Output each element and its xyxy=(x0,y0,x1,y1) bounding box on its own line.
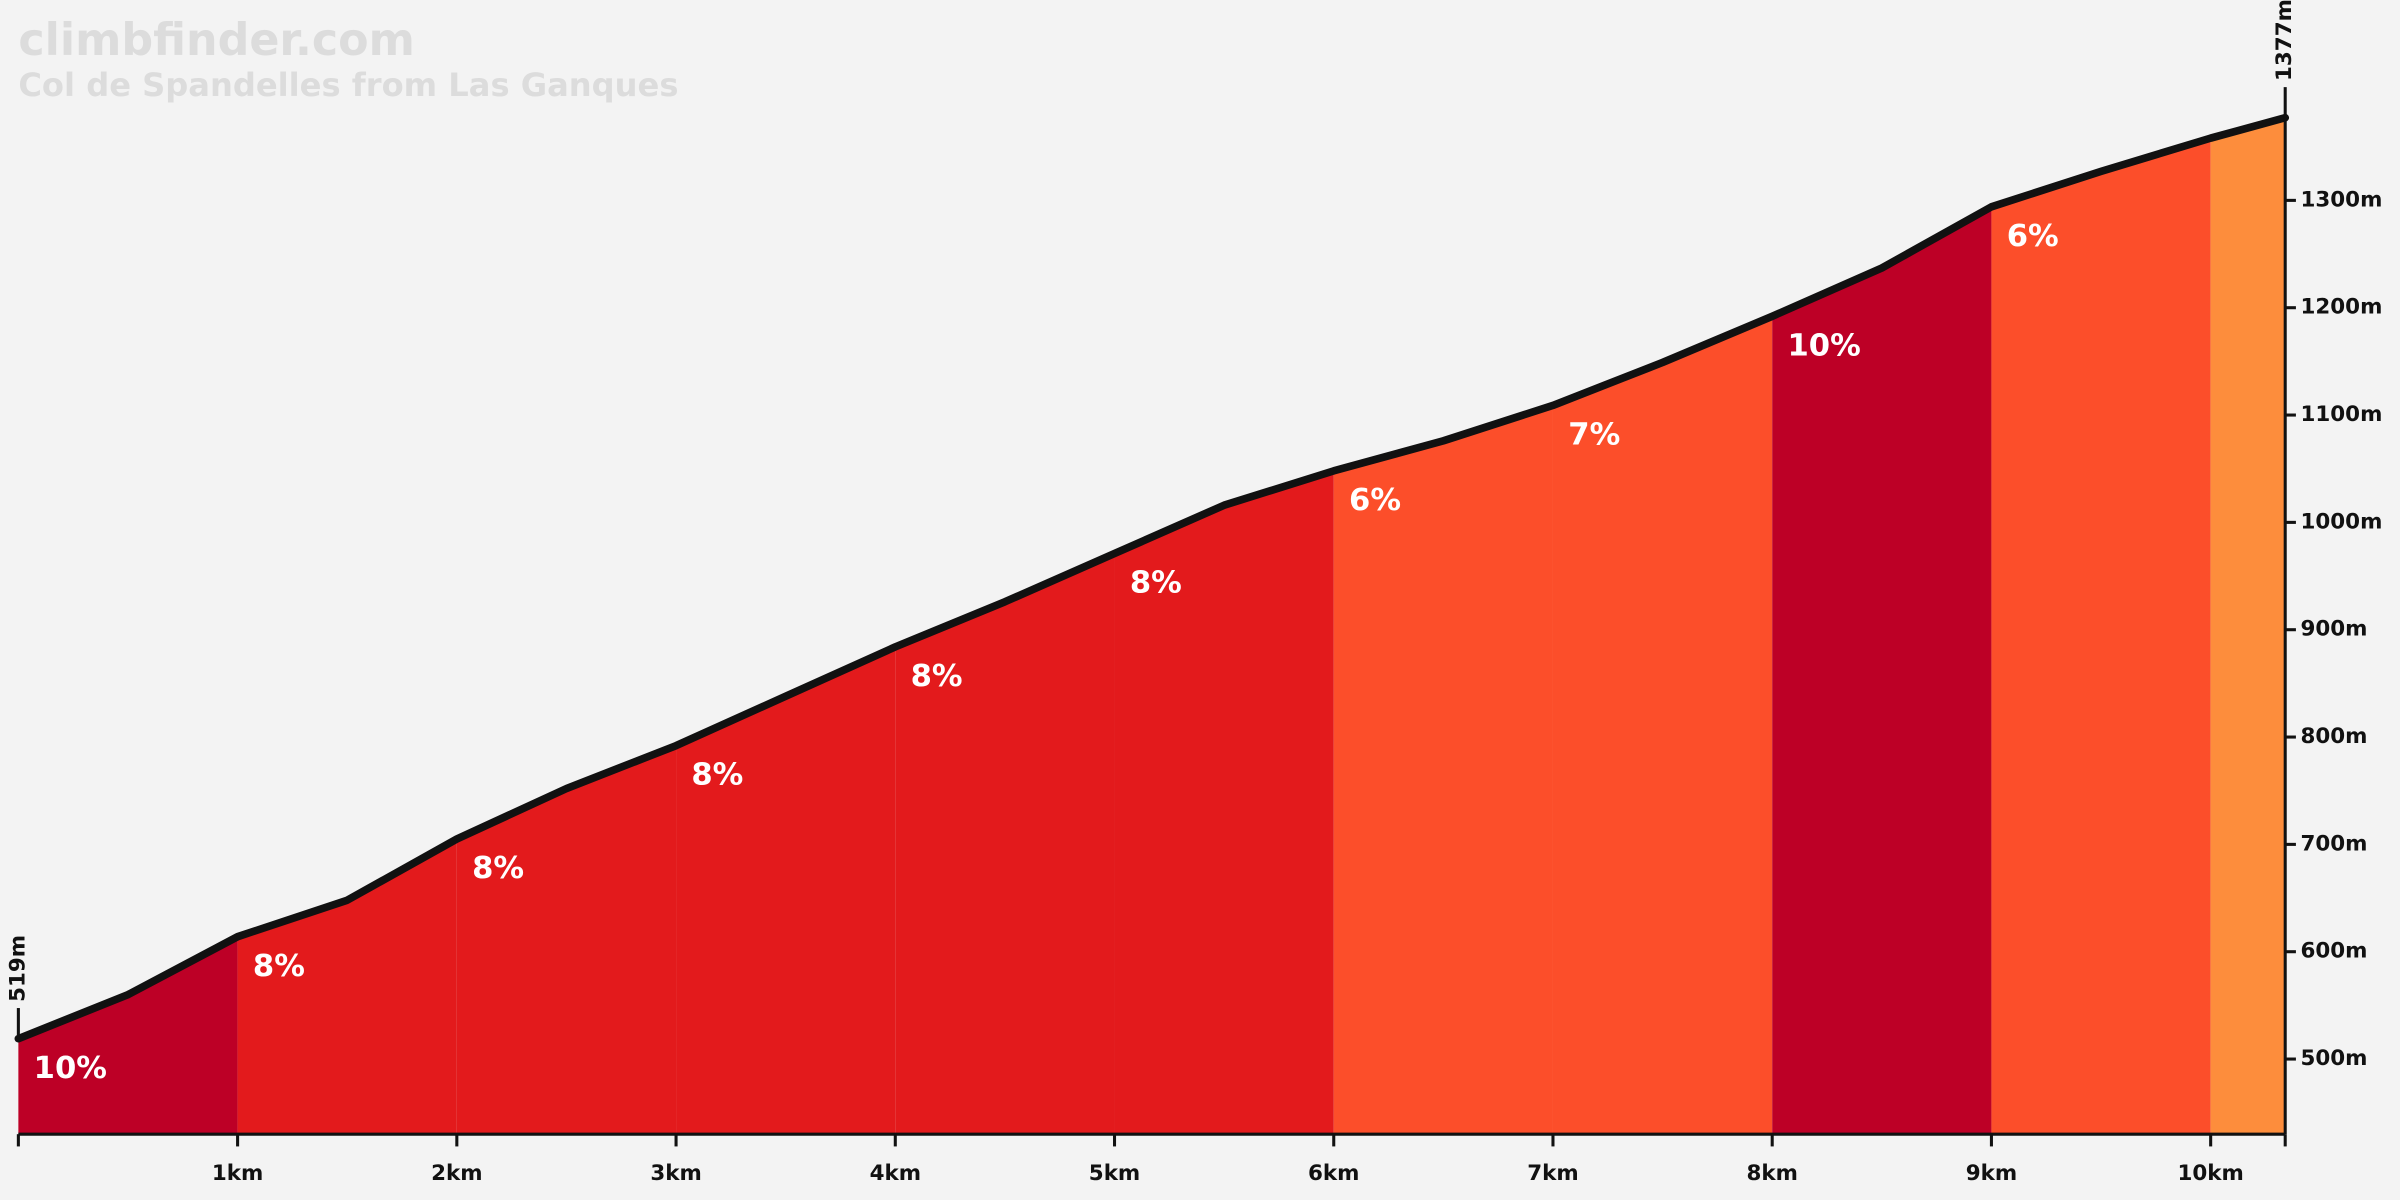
profile-line xyxy=(14,113,2290,1043)
grade-label: 7% xyxy=(1568,417,1620,452)
chart-subtitle: Col de Spandelles from Las Ganques xyxy=(18,66,678,104)
x-tick-label: 6km xyxy=(1308,1161,1359,1186)
y-tick-label: 900m xyxy=(2301,617,2368,642)
elevation-label: 1377m xyxy=(2272,0,2297,81)
x-tick-label: 5km xyxy=(1089,1161,1140,1186)
x-tick-label: 1km xyxy=(212,1161,263,1186)
y-tick-label: 1200m xyxy=(2301,295,2383,320)
x-tick-label: 7km xyxy=(1527,1161,1578,1186)
grade-label: 6% xyxy=(1349,483,1401,518)
y-tick-label: 700m xyxy=(2301,831,2368,856)
grade-label: 8% xyxy=(1130,566,1182,601)
gradient-segment xyxy=(2210,117,2286,1135)
y-tick-label: 1300m xyxy=(2301,187,2383,212)
grade-label: 8% xyxy=(911,659,963,694)
gradient-segment xyxy=(1772,206,1992,1135)
grade-label: 10% xyxy=(1788,328,1861,363)
y-tick-label: 1000m xyxy=(2301,509,2383,534)
x-tick-label: 10km xyxy=(2177,1161,2243,1186)
grade-label: 6% xyxy=(2007,219,2059,254)
gradient-segment xyxy=(237,839,457,1135)
gradient-segment xyxy=(895,553,1115,1135)
y-tick-label: 800m xyxy=(2301,724,2368,749)
y-tick-label: 500m xyxy=(2301,1046,2368,1071)
x-tick-label: 2km xyxy=(431,1161,482,1186)
gradient-segment xyxy=(1333,405,1553,1135)
x-tick-label: 4km xyxy=(870,1161,921,1186)
x-tick-label: 3km xyxy=(650,1161,701,1186)
gradient-segment xyxy=(1991,138,2211,1135)
grade-label: 8% xyxy=(472,851,524,886)
chart-title: climbfinder.com xyxy=(18,15,415,66)
gradient-segment xyxy=(676,646,896,1135)
grade-label: 8% xyxy=(253,949,305,984)
grade-label: 10% xyxy=(34,1051,107,1086)
gradient-segment xyxy=(18,936,238,1135)
elevation-label: 519m xyxy=(5,935,30,1002)
gradient-segment xyxy=(1114,470,1334,1135)
y-tick-label: 1100m xyxy=(2301,402,2383,427)
x-tick-label: 9km xyxy=(1966,1161,2017,1186)
x-tick-label: 8km xyxy=(1746,1161,1797,1186)
y-tick-label: 600m xyxy=(2301,939,2368,964)
grade-label: 8% xyxy=(691,758,743,793)
gradient-segment xyxy=(1552,316,1773,1135)
gradient-segment xyxy=(456,745,677,1135)
